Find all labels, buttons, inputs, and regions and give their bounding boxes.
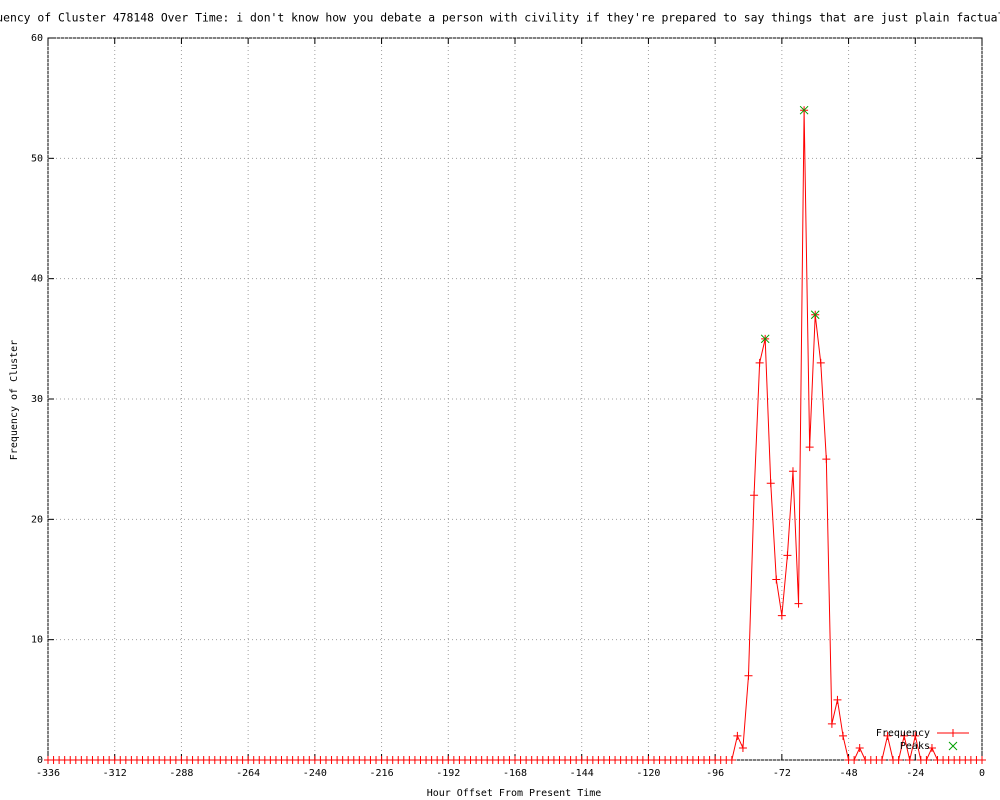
marker	[905, 756, 914, 764]
marker	[948, 741, 958, 751]
marker	[727, 756, 736, 764]
marker	[810, 310, 820, 320]
marker	[799, 105, 809, 115]
x-tick-label: 0	[979, 768, 985, 779]
marker	[900, 731, 909, 740]
y-tick-label: 20	[31, 514, 43, 525]
marker	[883, 731, 892, 740]
marker	[783, 551, 792, 560]
x-tick-label: -24	[906, 768, 924, 779]
marker	[894, 756, 903, 764]
marker	[772, 575, 781, 584]
x-tick-label: -216	[370, 768, 394, 779]
marker	[744, 671, 753, 680]
x-tick-label: -288	[169, 768, 193, 779]
marker	[855, 743, 864, 752]
y-tick-label: 0	[37, 755, 43, 766]
marker	[978, 756, 986, 764]
x-tick-label: -144	[570, 768, 594, 779]
marker	[822, 455, 831, 464]
marker	[839, 731, 848, 740]
marker	[750, 491, 759, 500]
marker	[877, 756, 886, 764]
x-tick-label: -312	[103, 768, 127, 779]
marker	[850, 756, 859, 764]
marker	[922, 756, 931, 764]
chart-title: Frequency of Cluster 478148 Over Time: i…	[0, 11, 1000, 25]
y-tick-label: 50	[31, 153, 43, 164]
legend-label: Frequency	[876, 728, 930, 739]
marker	[760, 334, 770, 344]
marker	[816, 358, 825, 367]
x-tick-label: -192	[436, 768, 460, 779]
marker	[927, 743, 936, 752]
marker	[911, 731, 920, 740]
y-tick-label: 10	[31, 635, 43, 646]
marker	[794, 599, 803, 608]
y-tick-label: 60	[31, 33, 43, 44]
x-tick-label: -96	[706, 768, 724, 779]
x-tick-label: -240	[303, 768, 327, 779]
x-tick-label: -168	[503, 768, 527, 779]
marker	[755, 358, 764, 367]
marker	[788, 467, 797, 476]
marker	[833, 695, 842, 704]
x-tick-label: -264	[236, 768, 260, 779]
x-tick-label: -120	[636, 768, 660, 779]
x-axis-label: Hour Offset From Present Time	[427, 788, 602, 799]
x-tick-label: -48	[840, 768, 858, 779]
legend-label: Peaks	[900, 741, 930, 752]
marker	[827, 719, 836, 728]
marker	[738, 743, 747, 752]
marker	[733, 731, 742, 740]
marker	[805, 443, 814, 452]
marker	[949, 729, 957, 737]
marker	[766, 479, 775, 488]
y-tick-label: 40	[31, 274, 43, 285]
x-tick-label: -336	[36, 768, 60, 779]
marker	[777, 611, 786, 620]
y-tick-label: 30	[31, 394, 43, 405]
x-tick-label: -72	[773, 768, 791, 779]
y-axis-label: Frequency of Cluster	[9, 340, 20, 460]
